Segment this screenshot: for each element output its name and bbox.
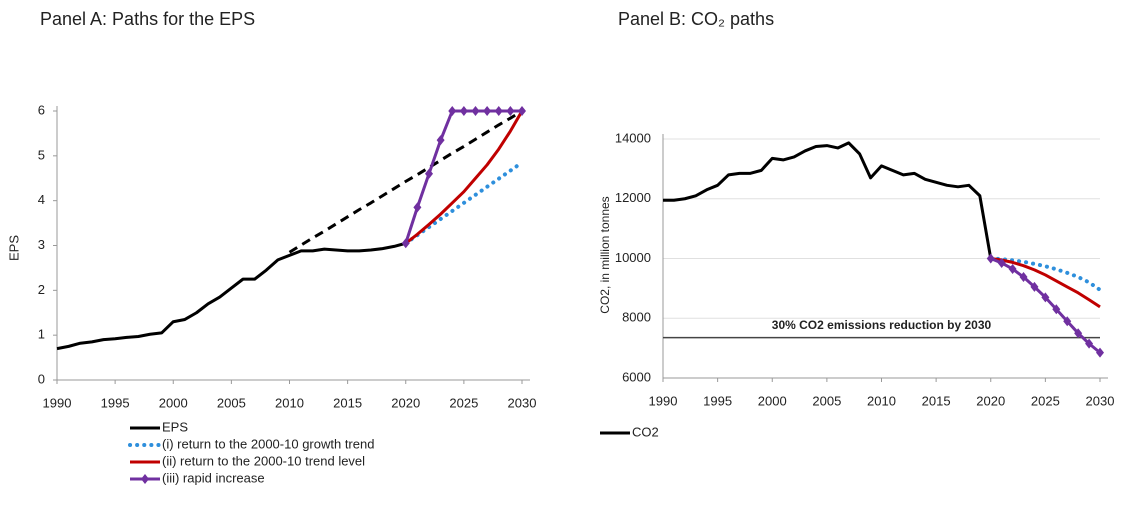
- marker: [518, 106, 526, 116]
- panel-a-title: Panel A: Paths for the EPS: [40, 9, 255, 29]
- marker: [1041, 292, 1050, 303]
- series-line: [404, 109, 522, 244]
- y-tick-label: 4: [38, 192, 45, 207]
- x-tick-label: 2020: [976, 393, 1005, 408]
- marker: [401, 238, 410, 249]
- marker: [425, 168, 433, 179]
- marker: [413, 202, 422, 213]
- marker: [471, 106, 480, 116]
- marker: [1096, 347, 1104, 358]
- series-line: [988, 256, 1102, 292]
- y-tick-label: 3: [38, 237, 45, 252]
- y-tick-label: 6000: [622, 369, 651, 384]
- marker: [459, 106, 468, 116]
- marker: [997, 257, 1006, 268]
- marker: [1063, 316, 1072, 327]
- marker: [506, 106, 515, 116]
- x-tick-label: 2015: [333, 395, 362, 410]
- marker: [1019, 272, 1028, 283]
- x-tick-label: 2025: [1031, 393, 1060, 408]
- x-tick-label: 2000: [758, 393, 787, 408]
- marker: [494, 106, 503, 116]
- y-tick-label: 1: [38, 327, 45, 342]
- x-tick-label: 2025: [449, 395, 478, 410]
- x-tick-label: 2005: [217, 395, 246, 410]
- legend-label: CO2: [632, 424, 659, 439]
- marker: [1030, 281, 1039, 292]
- marker: [1074, 328, 1083, 339]
- marker: [448, 106, 457, 116]
- marker: [483, 106, 492, 116]
- series-line: [663, 141, 993, 259]
- legend-label: (ii) return to the 2000-10 trend level: [162, 453, 365, 468]
- series-line: [288, 109, 523, 254]
- marker: [986, 253, 995, 264]
- y-tick-label: 0: [38, 371, 45, 386]
- series-line: [403, 160, 524, 246]
- x-tick-label: 1995: [703, 393, 732, 408]
- reference-label: 30% CO2 emissions reduction by 2030: [772, 318, 992, 332]
- legend-label: EPS: [162, 419, 188, 434]
- panel-b-title: Panel B: CO₂ paths: [618, 9, 774, 29]
- x-tick-label: 2010: [867, 393, 896, 408]
- x-tick-label: 2000: [159, 395, 188, 410]
- series-line: [56, 241, 407, 351]
- x-tick-label: 1990: [649, 393, 678, 408]
- x-tick-label: 2015: [922, 393, 951, 408]
- series-line: [990, 257, 1101, 354]
- x-tick-label: 2020: [391, 395, 420, 410]
- marker: [1008, 263, 1017, 274]
- x-tick-label: 1995: [101, 395, 130, 410]
- series-line: [990, 257, 1101, 309]
- y-tick-label: 2: [38, 282, 45, 297]
- y-tick-label: 6: [38, 102, 45, 117]
- x-tick-label: 2005: [812, 393, 841, 408]
- marker: [1085, 338, 1094, 349]
- panel-b-y-label: CO2, in million tonnes: [598, 196, 612, 313]
- x-tick-label: 1990: [43, 395, 72, 410]
- x-tick-label: 2030: [1086, 393, 1115, 408]
- series-line: [404, 110, 524, 245]
- legend-label: (iii) rapid increase: [162, 470, 265, 485]
- y-tick-label: 8000: [622, 310, 651, 325]
- y-tick-label: 14000: [615, 130, 651, 145]
- marker: [1052, 304, 1061, 315]
- panel-a-y-label: EPS: [6, 235, 21, 261]
- legend-label: (i) return to the 2000-10 growth trend: [162, 436, 374, 451]
- y-tick-label: 10000: [615, 250, 651, 265]
- y-tick-label: 12000: [615, 190, 651, 205]
- x-tick-label: 2030: [508, 395, 537, 410]
- legend-marker: [141, 474, 149, 484]
- x-tick-label: 2010: [275, 395, 304, 410]
- y-tick-label: 5: [38, 147, 45, 162]
- marker: [436, 135, 445, 146]
